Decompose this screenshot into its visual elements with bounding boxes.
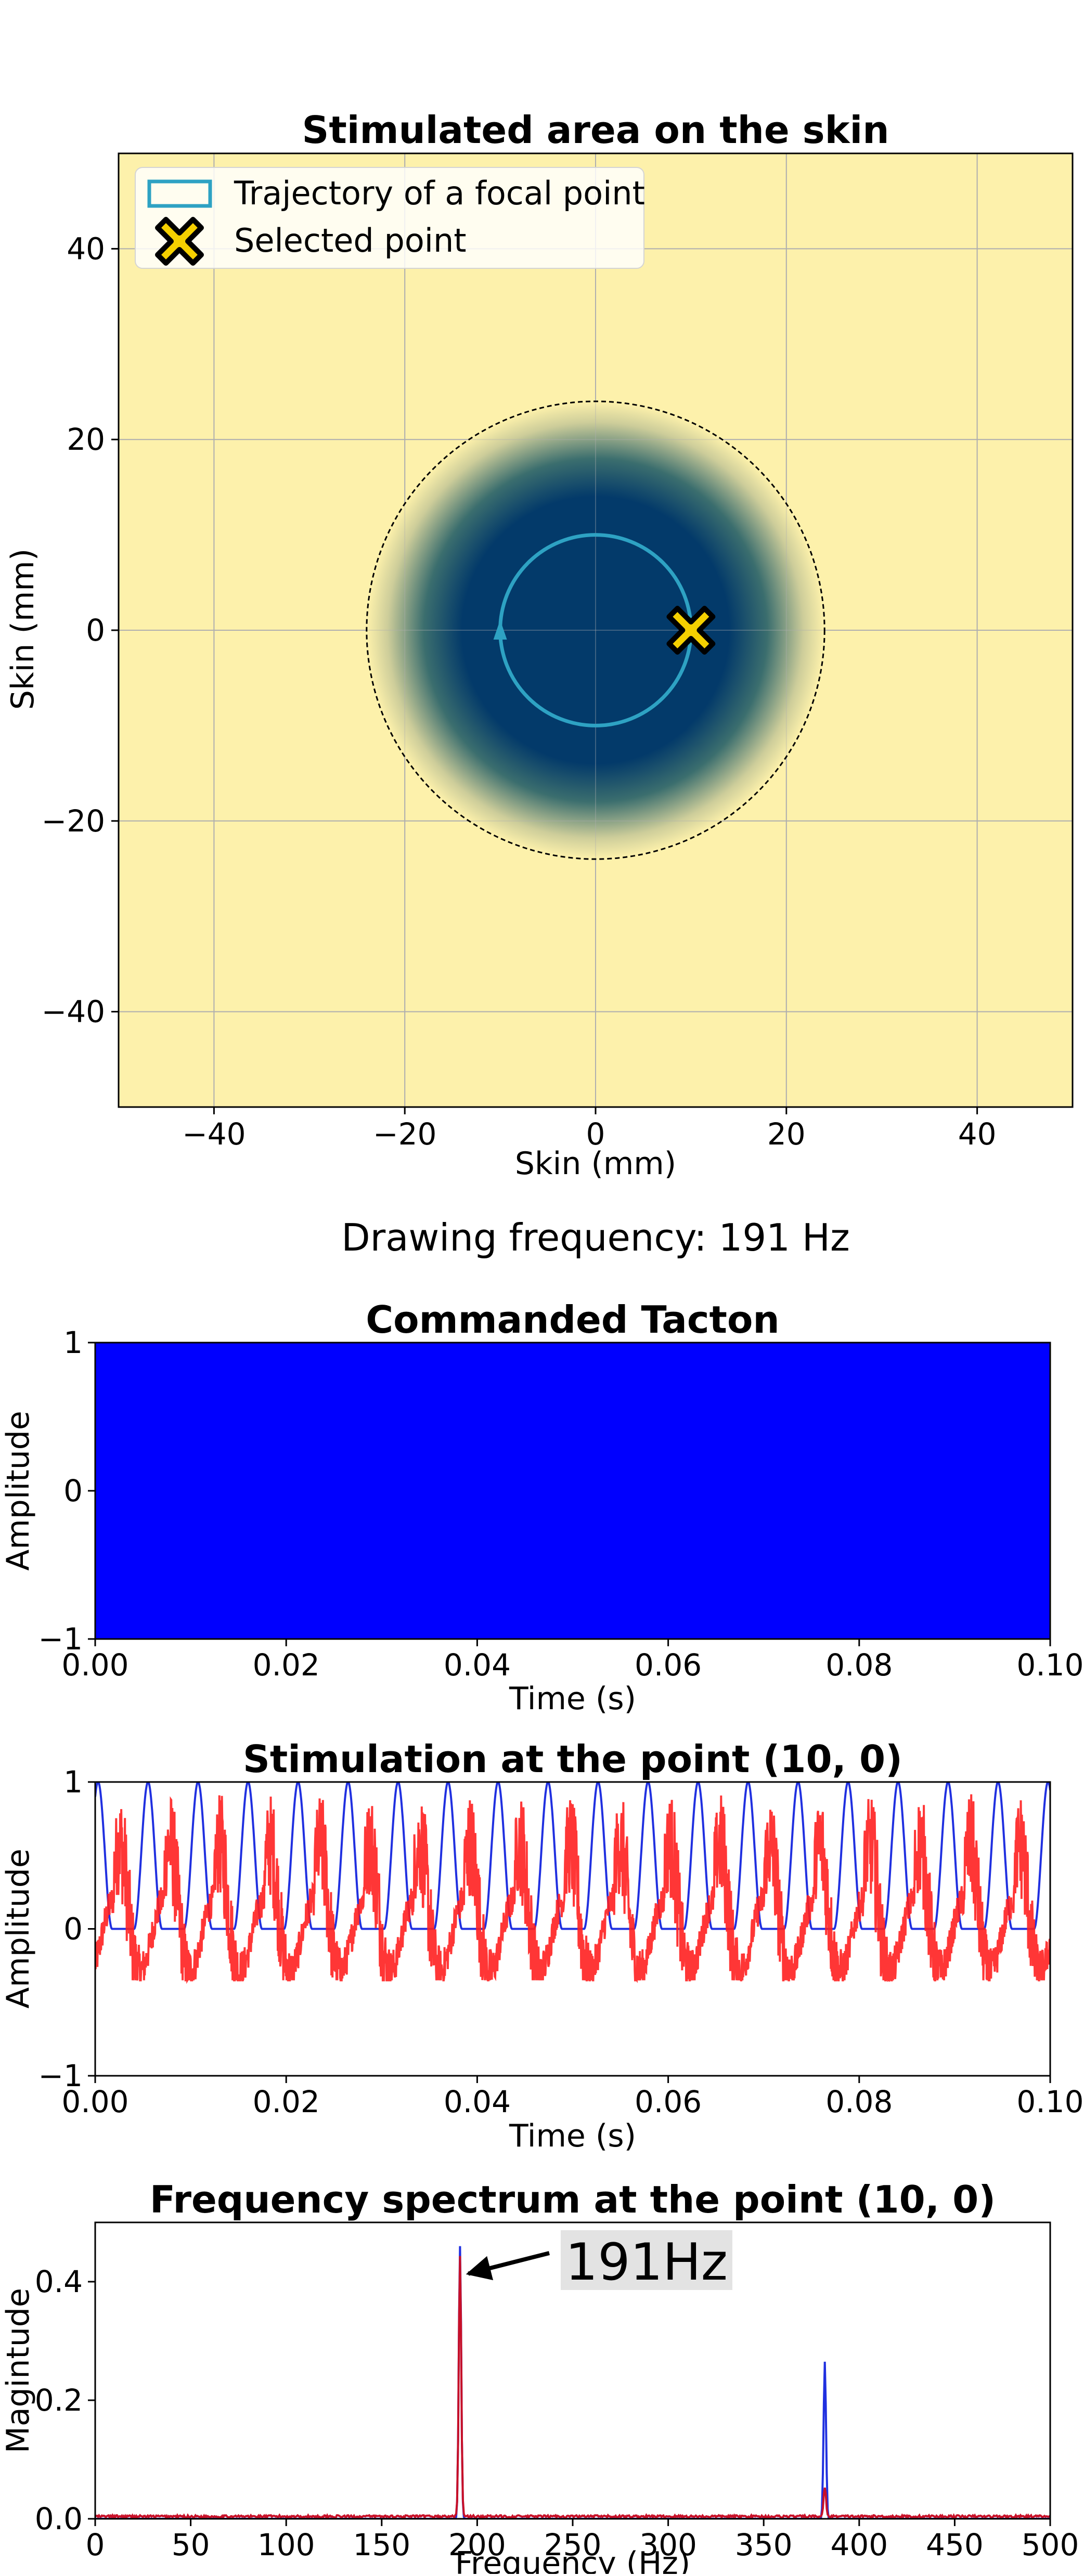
legend-box bbox=[135, 167, 644, 269]
stimulated-area-boundary bbox=[366, 400, 825, 860]
stimulation-x-ticks: 0.00 0.02 0.04 0.06 0.08 0.10 bbox=[61, 2076, 1084, 2119]
y-tick-label: 0 bbox=[63, 1473, 83, 1508]
x-tick-label: 250 bbox=[544, 2527, 602, 2562]
y-tick-label: 0 bbox=[63, 1911, 83, 1947]
x-tick-label: 100 bbox=[257, 2527, 315, 2562]
x-tick-label: 0.02 bbox=[253, 1647, 320, 1683]
spectrum-x-ticks: 0 50 100 150 200 250 300 350 400 450 500 bbox=[86, 2519, 1079, 2562]
y-tick-label: −40 bbox=[42, 994, 105, 1030]
commanded-pulse-series bbox=[95, 1782, 1050, 1930]
x-tick-label: 0.08 bbox=[825, 1647, 893, 1683]
x-tick-label: 400 bbox=[830, 2527, 888, 2562]
commanded-tacton-y-label: Amplitude bbox=[0, 1411, 36, 1570]
y-tick-label: −20 bbox=[42, 803, 105, 839]
x-tick-label: 40 bbox=[958, 1116, 997, 1152]
skin-map-grid-overlay bbox=[119, 153, 1073, 1107]
x-tick-label: 0.00 bbox=[61, 2084, 128, 2119]
spectrum-y-label: Magintude bbox=[0, 2288, 36, 2453]
x-tick-label: 350 bbox=[735, 2527, 793, 2562]
selected-point-marker bbox=[666, 606, 716, 655]
x-tick-label: 0 bbox=[586, 1116, 605, 1152]
x-tick-label: 0.10 bbox=[1016, 2084, 1083, 2119]
spectrum-x-label: Frequency (Hz) bbox=[455, 2545, 690, 2574]
x-tick-label: 0.04 bbox=[444, 1647, 511, 1683]
stimulation-x-label: Time (s) bbox=[509, 2118, 636, 2154]
y-tick-label: 1 bbox=[63, 1325, 83, 1360]
x-tick-label: 0 bbox=[86, 2527, 105, 2562]
y-tick-label: 40 bbox=[67, 231, 105, 266]
annotation-box bbox=[561, 2230, 732, 2290]
y-tick-label: 0 bbox=[86, 613, 105, 648]
x-tick-label: −20 bbox=[373, 1116, 436, 1152]
commanded-tacton-signal bbox=[95, 1343, 1050, 1639]
stimulation-y-ticks: −1 0 1 bbox=[38, 1764, 95, 2093]
y-tick-label: 20 bbox=[67, 422, 105, 457]
stimulated-area bbox=[366, 401, 825, 860]
y-tick-label: 0.2 bbox=[35, 2383, 83, 2418]
commanded-tacton-x-label: Time (s) bbox=[509, 1681, 636, 1717]
x-tick-label: 150 bbox=[353, 2527, 410, 2562]
x-tick-label: 300 bbox=[639, 2527, 697, 2562]
spectrum-series-measured bbox=[95, 2256, 1050, 2519]
stimulation-chart: Stimulation at the point (10, 0) 0.00 0.0… bbox=[0, 1737, 1084, 2154]
x-tick-label: 20 bbox=[767, 1116, 806, 1152]
skin-map-chart: Stimulated area on the skin −40 −20 0 20 40 … bbox=[5, 108, 1074, 1182]
spectrum-title: Frequency spectrum at the point (10, 0) bbox=[150, 2178, 996, 2221]
commanded-tacton-title: Commanded Tacton bbox=[366, 1298, 779, 1342]
skin-map-x-label: Skin (mm) bbox=[515, 1146, 676, 1182]
annotation-label: 191Hz bbox=[565, 2233, 728, 2292]
skin-map-x-ticks: −40 −20 0 20 40 bbox=[182, 1107, 997, 1152]
x-tick-label: 450 bbox=[926, 2527, 984, 2562]
commanded-tacton-chart: Commanded Tacton 0.00 0.02 0.04 0.06 0.08 0.1… bbox=[0, 1298, 1084, 1717]
skin-map-legend: Trajectory of a focal point Selected poi… bbox=[135, 167, 645, 269]
legend-selected-point-swatch bbox=[155, 217, 204, 266]
x-tick-label: 0.10 bbox=[1016, 1647, 1083, 1683]
x-tick-label: 0.00 bbox=[61, 1647, 128, 1683]
spectrum-y-ticks: 0.0 0.2 0.4 bbox=[35, 2264, 95, 2536]
y-tick-label: 0.4 bbox=[35, 2264, 83, 2299]
legend-trajectory-swatch bbox=[147, 179, 212, 208]
x-tick-label: 500 bbox=[1022, 2527, 1079, 2562]
drawing-frequency-text: Drawing frequency: 191 Hz bbox=[341, 1216, 850, 1259]
legend-selected-point-label: Selected point bbox=[234, 222, 467, 259]
skin-map-y-label: Skin (mm) bbox=[5, 549, 41, 710]
stimulation-y-label: Amplitude bbox=[0, 1849, 36, 2008]
x-tick-label: 0.08 bbox=[825, 2084, 893, 2119]
y-tick-label: −1 bbox=[38, 1621, 83, 1657]
y-tick-label: 0.0 bbox=[35, 2501, 83, 2536]
measured-response-series bbox=[95, 1794, 1050, 1984]
stimulation-title: Stimulation at the point (10, 0) bbox=[243, 1737, 902, 1781]
trajectory-direction-marker bbox=[493, 620, 507, 640]
legend-trajectory-label: Trajectory of a focal point bbox=[234, 174, 645, 212]
x-tick-label: 0.06 bbox=[635, 1647, 702, 1683]
commanded-tacton-y-ticks: −1 0 1 bbox=[38, 1325, 95, 1657]
y-tick-label: −1 bbox=[38, 2058, 83, 2093]
x-tick-label: 0.04 bbox=[444, 2084, 511, 2119]
skin-map-y-ticks: −40 −20 0 20 40 bbox=[42, 231, 119, 1030]
x-tick-label: −40 bbox=[182, 1116, 246, 1152]
commanded-tacton-x-ticks: 0.00 0.02 0.04 0.06 0.08 0.10 bbox=[61, 1639, 1084, 1683]
x-tick-label: 0.06 bbox=[635, 2084, 702, 2119]
x-tick-label: 50 bbox=[172, 2527, 210, 2562]
skin-map-title: Stimulated area on the skin bbox=[302, 108, 889, 152]
y-tick-label: 1 bbox=[63, 1764, 83, 1800]
x-tick-label: 200 bbox=[448, 2527, 506, 2562]
annotation-arrow bbox=[466, 2251, 550, 2281]
spectrum-chart: Frequency spectrum at the point (10, 0) … bbox=[0, 2178, 1079, 2576]
x-tick-label: 0.02 bbox=[253, 2084, 320, 2119]
